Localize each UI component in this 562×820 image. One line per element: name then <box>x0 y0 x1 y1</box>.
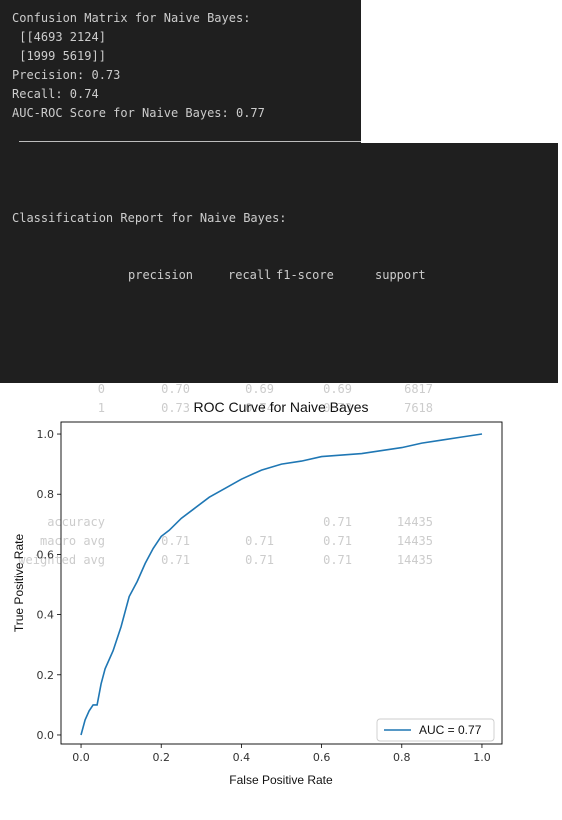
support-value: 14435 <box>396 553 433 567</box>
row-label: accuracy <box>47 515 105 529</box>
y-tick-label: 0.6 <box>37 548 55 561</box>
roc-chart: ROC Curve for Naive Bayes 0.0 0.2 0.4 0.6 0.… <box>12 399 503 787</box>
header-recall: recall <box>228 268 272 282</box>
row-label: 1 <box>97 401 105 415</box>
terminal-line: Recall: 0.74 <box>12 87 99 101</box>
support-value: 7618 <box>404 401 433 415</box>
terminal-output-metrics: Confusion Matrix for Naive Bayes: [[4693… <box>0 0 361 143</box>
f1-score-value: 0.71 <box>323 553 352 567</box>
support-value: 6817 <box>404 382 433 396</box>
chart-title: ROC Curve for Naive Bayes <box>193 399 368 415</box>
x-tick-label: 0.2 <box>152 751 170 764</box>
terminal-line: AUC-ROC Score for Naive Bayes: 0.77 <box>12 106 265 120</box>
precision-value: 0.71 <box>161 553 190 567</box>
recall-value: 0.71 <box>245 534 274 548</box>
y-tick-label: 0.4 <box>37 609 55 622</box>
row-label: macro avg <box>39 534 105 548</box>
x-tick-label: 0.8 <box>393 751 411 764</box>
recall-value: 0.69 <box>245 382 274 396</box>
x-tick-label: 0.0 <box>72 751 90 764</box>
precision-value: 0.70 <box>161 382 190 396</box>
x-tick-label: 0.4 <box>233 751 251 764</box>
x-axis-label: False Positive Rate <box>229 773 333 787</box>
report-summary-row: accuracy 0.71 14435 <box>12 513 558 532</box>
f1-score-value: 0.71 <box>323 515 352 529</box>
f1-score-value: 0.69 <box>323 382 352 396</box>
terminal-output-report: Classification Report for Naive Bayes: p… <box>0 143 558 567</box>
report-header-row: precision recall f1-score support <box>12 266 558 285</box>
report-summary-row: weighted avg 0.71 0.71 0.71 14435 <box>12 551 558 570</box>
recall-value: 0.74 <box>245 401 274 415</box>
report-class-row: 1 0.73 0.74 0.73 7618 <box>12 399 558 418</box>
row-label: weighted avg <box>18 553 105 567</box>
y-tick-label: 0.2 <box>37 669 55 682</box>
legend: AUC = 0.77 <box>376 718 495 742</box>
report-summary-row: macro avg 0.71 0.71 0.71 14435 <box>12 532 558 551</box>
y-tick-label: 0.8 <box>37 488 55 501</box>
terminal-line: [[4693 2124] <box>12 30 106 44</box>
output-separator <box>19 141 361 142</box>
plot-frame <box>60 421 503 745</box>
x-tick-label: 1.0 <box>473 751 491 764</box>
legend-box <box>376 718 495 742</box>
terminal-line: [1999 5619]] <box>12 49 106 63</box>
terminal-line: Confusion Matrix for Naive Bayes: <box>12 11 251 25</box>
row-label: 0 <box>97 382 105 396</box>
legend-label: AUC = 0.77 <box>419 723 482 737</box>
support-value: 14435 <box>396 534 433 548</box>
terminal-line: Precision: 0.73 <box>12 68 121 82</box>
x-tick-label: 0.6 <box>313 751 331 764</box>
report-title: Classification Report for Naive Bayes: <box>12 211 287 225</box>
report-class-row: 0 0.70 0.69 0.69 6817 <box>12 380 558 399</box>
y-tick-label: 0.0 <box>37 729 55 742</box>
support-value: 14435 <box>396 515 433 529</box>
f1-score-value: 0.71 <box>323 534 352 548</box>
f1-score-value: 0.73 <box>323 401 352 415</box>
precision-value: 0.71 <box>161 534 190 548</box>
recall-value: 0.71 <box>245 553 274 567</box>
y-tick-label: 1.0 <box>37 428 55 441</box>
header-precision: precision <box>128 268 194 282</box>
header-support: support <box>375 268 426 282</box>
roc-curve-line <box>80 433 483 736</box>
y-axis-label: True Positive Rate <box>12 534 26 633</box>
precision-value: 0.73 <box>161 401 190 415</box>
header-f1-score: f1-score <box>276 268 334 282</box>
